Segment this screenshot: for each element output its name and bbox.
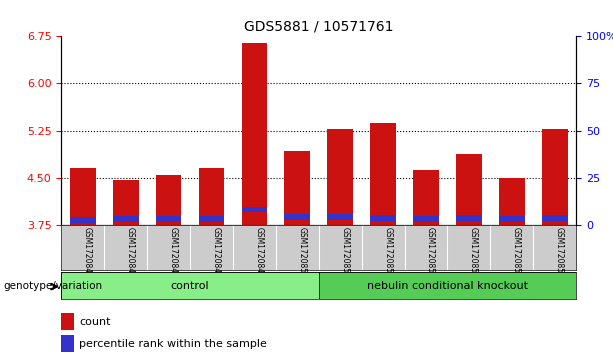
Text: GSM1720856: GSM1720856 bbox=[555, 227, 564, 278]
Bar bbox=[319, 272, 576, 299]
Text: genotype/variation: genotype/variation bbox=[3, 281, 102, 291]
Bar bbox=[61, 313, 74, 330]
Bar bbox=[70, 168, 96, 225]
Bar bbox=[284, 215, 310, 220]
Bar bbox=[113, 216, 139, 222]
Bar bbox=[61, 272, 319, 299]
Bar bbox=[413, 216, 439, 222]
Text: count: count bbox=[79, 317, 111, 327]
Text: GSM1720848: GSM1720848 bbox=[211, 227, 221, 278]
Bar bbox=[413, 170, 439, 225]
Bar bbox=[156, 175, 181, 225]
Bar bbox=[499, 216, 525, 222]
Bar bbox=[499, 178, 525, 225]
Bar bbox=[456, 154, 482, 225]
Text: GSM1720849: GSM1720849 bbox=[254, 227, 264, 278]
Bar bbox=[61, 335, 74, 352]
Text: GSM1720851: GSM1720851 bbox=[340, 227, 349, 278]
Bar bbox=[370, 123, 396, 225]
Bar bbox=[156, 216, 181, 222]
Text: nebulin conditional knockout: nebulin conditional knockout bbox=[367, 281, 528, 291]
Bar bbox=[242, 207, 267, 212]
Bar bbox=[456, 215, 482, 221]
Title: GDS5881 / 10571761: GDS5881 / 10571761 bbox=[244, 20, 394, 34]
Text: GSM1720850: GSM1720850 bbox=[297, 227, 306, 278]
Bar bbox=[242, 42, 267, 225]
Text: GSM1720855: GSM1720855 bbox=[512, 227, 521, 278]
Bar bbox=[199, 168, 224, 225]
Text: percentile rank within the sample: percentile rank within the sample bbox=[79, 339, 267, 349]
Bar bbox=[327, 215, 353, 220]
Text: control: control bbox=[170, 281, 210, 291]
Text: GSM1720845: GSM1720845 bbox=[83, 227, 92, 278]
Text: GSM1720853: GSM1720853 bbox=[426, 227, 435, 278]
Bar bbox=[113, 180, 139, 225]
Bar bbox=[284, 151, 310, 225]
Text: GSM1720846: GSM1720846 bbox=[126, 227, 135, 278]
Text: GSM1720847: GSM1720847 bbox=[169, 227, 178, 278]
Bar bbox=[70, 217, 96, 223]
Bar bbox=[199, 216, 224, 222]
Text: GSM1720852: GSM1720852 bbox=[383, 227, 392, 278]
Bar bbox=[327, 130, 353, 225]
Bar bbox=[370, 215, 396, 221]
Bar bbox=[542, 215, 568, 221]
Bar bbox=[542, 130, 568, 225]
Text: GSM1720854: GSM1720854 bbox=[469, 227, 478, 278]
